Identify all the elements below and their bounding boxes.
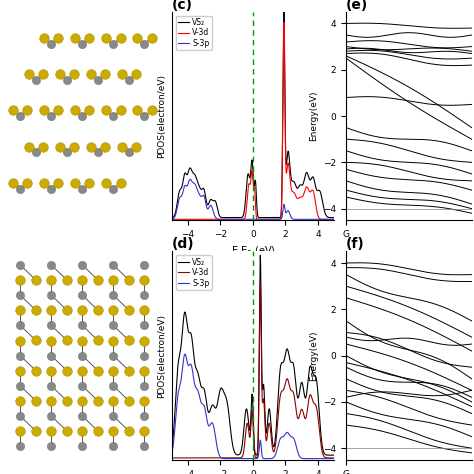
- V-3d: [181, 217, 187, 222]
- Line: V-3d: V-3d: [164, 282, 342, 458]
- V-3d: [339, 217, 345, 222]
- V-3d: [336, 217, 342, 222]
- Line: S-3p: S-3p: [164, 179, 342, 219]
- Line: VS₂: VS₂: [164, 11, 342, 218]
- VS₂: [263, 215, 268, 220]
- Legend: VS₂, V-3d, S-3p: VS₂, V-3d, S-3p: [175, 16, 212, 50]
- VS₂: [336, 452, 342, 458]
- VS₂: [339, 452, 345, 458]
- VS₂: [317, 415, 322, 421]
- V-3d: [317, 430, 322, 436]
- V-3d: [317, 216, 322, 221]
- VS₂: [181, 312, 187, 318]
- V-3d: [257, 279, 263, 284]
- S-3p: [239, 456, 245, 462]
- VS₂: [317, 188, 322, 193]
- Y-axis label: PDOS(electron/eV): PDOS(electron/eV): [157, 74, 166, 158]
- V-3d: [229, 217, 235, 222]
- S-3p: [229, 456, 235, 462]
- S-3p: [317, 456, 322, 462]
- Line: VS₂: VS₂: [164, 255, 342, 455]
- V-3d: [237, 455, 243, 461]
- V-3d: [191, 455, 197, 461]
- VS₂: [191, 359, 197, 365]
- VS₂: [191, 171, 197, 177]
- S-3p: [187, 176, 193, 182]
- Text: (e): (e): [346, 0, 368, 12]
- VS₂: [161, 452, 166, 458]
- S-3p: [181, 354, 187, 360]
- VS₂: [339, 215, 345, 220]
- V-3d: [281, 19, 287, 25]
- Y-axis label: Energy(eV): Energy(eV): [309, 330, 318, 381]
- V-3d: [181, 455, 187, 461]
- S-3p: [192, 181, 198, 186]
- S-3p: [181, 185, 187, 191]
- X-axis label: E-E$_F$ (eV): E-E$_F$ (eV): [231, 245, 275, 258]
- S-3p: [336, 456, 342, 462]
- S-3p: [161, 217, 166, 222]
- VS₂: [336, 215, 342, 220]
- S-3p: [317, 217, 322, 222]
- VS₂: [257, 253, 263, 258]
- V-3d: [237, 217, 243, 222]
- S-3p: [339, 217, 345, 222]
- Text: (f): (f): [346, 237, 365, 251]
- S-3p: [229, 217, 235, 222]
- VS₂: [161, 215, 166, 220]
- VS₂: [237, 215, 243, 220]
- VS₂: [281, 8, 287, 14]
- VS₂: [339, 452, 345, 458]
- V-3d: [336, 455, 342, 461]
- V-3d: [191, 217, 197, 222]
- S-3p: [161, 456, 166, 462]
- S-3p: [230, 217, 236, 222]
- VS₂: [229, 215, 235, 220]
- Text: (c): (c): [172, 0, 193, 12]
- V-3d: [161, 455, 166, 461]
- Line: V-3d: V-3d: [164, 22, 342, 219]
- VS₂: [181, 173, 187, 179]
- Legend: VS₂, V-3d, S-3p: VS₂, V-3d, S-3p: [175, 255, 212, 290]
- Y-axis label: Energy(eV): Energy(eV): [309, 91, 318, 141]
- S-3p: [182, 351, 188, 357]
- V-3d: [229, 455, 235, 461]
- S-3p: [237, 456, 243, 462]
- S-3p: [192, 381, 198, 387]
- VS₂: [229, 439, 235, 445]
- Line: S-3p: S-3p: [164, 354, 342, 459]
- S-3p: [237, 217, 243, 222]
- VS₂: [237, 451, 243, 457]
- V-3d: [161, 217, 166, 222]
- S-3p: [339, 456, 345, 462]
- Y-axis label: PDOS(electron/eV): PDOS(electron/eV): [157, 314, 166, 398]
- S-3p: [336, 217, 342, 222]
- Text: (d): (d): [172, 237, 194, 251]
- V-3d: [339, 455, 345, 461]
